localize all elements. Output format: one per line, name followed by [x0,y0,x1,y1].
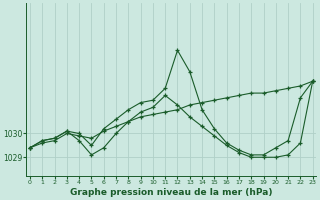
X-axis label: Graphe pression niveau de la mer (hPa): Graphe pression niveau de la mer (hPa) [70,188,273,197]
